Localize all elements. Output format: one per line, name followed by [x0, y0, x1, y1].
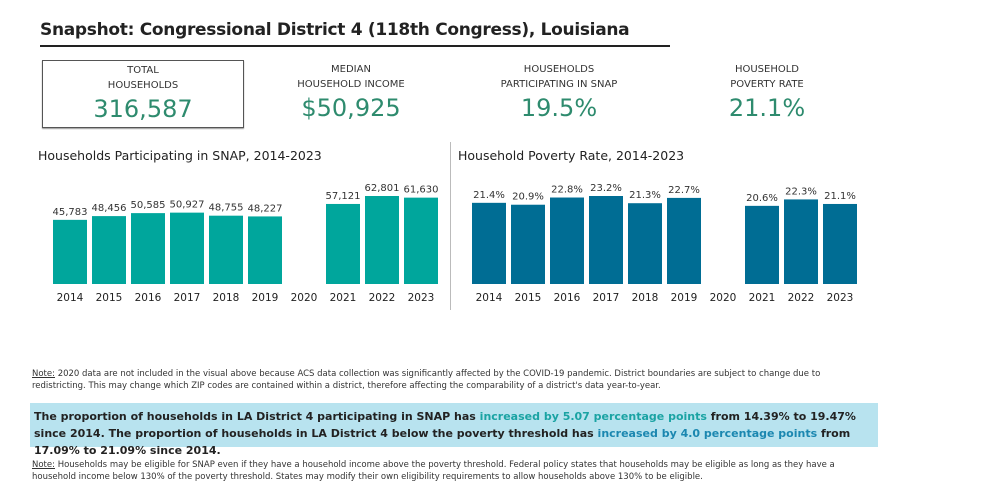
bar-2018 [628, 203, 662, 284]
bar-2023 [404, 197, 438, 284]
kpi-label: TOTAL HOUSEHOLDS [43, 63, 243, 93]
kpi-label-line: HOUSEHOLD [734, 64, 800, 75]
kpi-label-line: HOUSEHOLDS [107, 80, 179, 91]
x-tick-label: 2015 [96, 292, 123, 304]
kpi-label-line: HOUSEHOLD INCOME [297, 79, 405, 90]
data-label: 50,927 [170, 200, 205, 211]
bar-2022 [784, 199, 818, 284]
chart-divider [450, 142, 451, 310]
bar-2017 [170, 212, 204, 284]
data-label: 20.6% [746, 193, 778, 204]
summary-callout: The proportion of households in LA Distr… [30, 403, 878, 457]
kpi-value: 19.5% [520, 94, 598, 122]
bar-2014 [53, 219, 87, 284]
data-label: 48,755 [209, 203, 244, 214]
note-label: Note: [32, 460, 55, 470]
data-label: 61,630 [404, 185, 439, 196]
x-tick-label: 2015 [515, 292, 542, 304]
bar-2018 [209, 215, 243, 284]
x-tick-label: 2018 [632, 292, 659, 304]
kpi-label-line: MEDIAN [331, 64, 371, 75]
x-tick-label: 2020 [710, 292, 737, 304]
kpi-label: HOUSEHOLDS PARTICIPATING IN SNAP [458, 62, 660, 92]
kpi-label: MEDIAN HOUSEHOLD INCOME [250, 62, 452, 92]
data-label: 62,801 [365, 183, 400, 194]
bar-2021 [326, 203, 360, 284]
kpi-label-line: POVERTY RATE [730, 79, 804, 90]
data-label: 48,456 [92, 203, 127, 214]
data-label: 21.4% [473, 190, 505, 201]
note-eligibility: Note: Households may be eligible for SNA… [32, 459, 862, 483]
bar-2014 [472, 202, 506, 284]
kpi-value: 21.1% [728, 94, 806, 122]
bar-2021 [745, 205, 779, 284]
bar-2015 [92, 216, 126, 284]
title-divider [40, 45, 670, 47]
bar-2019 [667, 197, 701, 284]
kpi-value: $50,925 [301, 94, 401, 122]
x-tick-label: 2021 [330, 292, 357, 304]
bar-2016 [131, 213, 165, 284]
x-tick-label: 2019 [671, 292, 698, 304]
kpi-label: HOUSEHOLD POVERTY RATE [666, 62, 868, 92]
x-tick-label: 2014 [476, 292, 503, 304]
x-tick-label: 2016 [135, 292, 162, 304]
kpi-value: 316,587 [93, 95, 193, 123]
bar-2022 [365, 196, 399, 284]
x-tick-label: 2023 [827, 292, 854, 304]
kpi-snap: HOUSEHOLDS PARTICIPATING IN SNAP 19.5% [458, 60, 660, 128]
data-label: 50,585 [131, 200, 166, 211]
x-tick-label: 2017 [174, 292, 201, 304]
bar-2023 [823, 203, 857, 284]
kpi-median-income: MEDIAN HOUSEHOLD INCOME $50,925 [250, 60, 452, 128]
note-text: Households may be eligible for SNAP even… [32, 460, 835, 482]
x-tick-label: 2020 [291, 292, 318, 304]
x-tick-label: 2018 [213, 292, 240, 304]
page-title: Snapshot: Congressional District 4 (118t… [40, 20, 630, 40]
poverty-change-highlight: increased by 4.0 percentage points [597, 427, 818, 440]
x-tick-label: 2019 [252, 292, 279, 304]
bar-2017 [589, 196, 623, 284]
poverty-chart-title: Household Poverty Rate, 2014-2023 [458, 148, 685, 163]
kpi-label-line: TOTAL [127, 65, 159, 76]
note-label: Note: [32, 369, 55, 379]
data-label: 45,783 [53, 207, 88, 218]
summary-text: The proportion of households in LA Distr… [34, 410, 480, 423]
bar-charts: 2014 45,783 2015 48,456 2016 50,585 2017 50,927… [53, 183, 857, 304]
data-label: 23.2% [590, 183, 622, 194]
note-text: 2020 data are not included in the visual… [32, 369, 821, 391]
data-label: 22.3% [785, 186, 817, 197]
x-tick-label: 2016 [554, 292, 581, 304]
data-label: 57,121 [326, 191, 361, 202]
summary-text: from 14.39% to 19.47% since 2014. The pr… [34, 410, 856, 440]
snap-chart-title: Households Participating in SNAP, 2014-2… [38, 148, 322, 163]
data-label: 21.3% [629, 190, 661, 201]
x-tick-label: 2022 [788, 292, 815, 304]
x-tick-label: 2022 [369, 292, 396, 304]
kpi-label-line: HOUSEHOLDS [523, 64, 595, 75]
x-tick-label: 2014 [57, 292, 84, 304]
x-tick-label: 2017 [593, 292, 620, 304]
data-label: 22.8% [551, 185, 583, 196]
x-tick-label: 2023 [408, 292, 435, 304]
x-tick-label: 2021 [749, 292, 776, 304]
note-2020: Note: 2020 data are not included in the … [32, 368, 862, 392]
data-label: 21.1% [824, 191, 856, 202]
kpi-total-households: TOTAL HOUSEHOLDS 316,587 [42, 60, 244, 128]
summary-text: from 17.09% to 21.09% since 2014. [34, 427, 851, 457]
snap-change-highlight: increased by 5.07 percentage points [479, 410, 707, 423]
kpi-poverty-rate: HOUSEHOLD POVERTY RATE 21.1% [666, 60, 868, 128]
bar-2019 [248, 216, 282, 284]
bar-2016 [550, 197, 584, 284]
data-label: 22.7% [668, 185, 700, 196]
bar-2015 [511, 204, 545, 284]
kpi-label-line: PARTICIPATING IN SNAP [500, 79, 618, 90]
data-label: 20.9% [512, 192, 544, 203]
data-label: 48,227 [248, 203, 283, 214]
